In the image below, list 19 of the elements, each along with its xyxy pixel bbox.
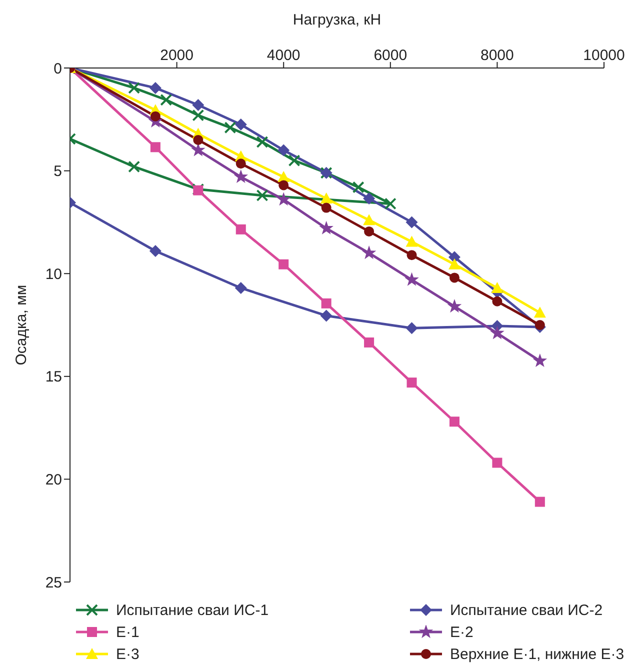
y-tick-label: 15 <box>45 368 62 386</box>
y-tick-label: 25 <box>45 574 62 592</box>
legend-label: Испытание сваи ИС-2 <box>450 602 603 618</box>
legend-label: Верхние Е·1, нижние Е·3 <box>450 646 624 662</box>
x-axis-title: Нагрузка, кН <box>292 12 382 29</box>
y-tick-label: 5 <box>54 163 62 180</box>
legend-label: Е·2 <box>450 624 474 640</box>
legend-label: Е·1 <box>116 624 140 640</box>
x-tick-label: 6000 <box>374 47 408 64</box>
x-tick-label: 2000 <box>160 47 194 64</box>
y-tick-label: 0 <box>54 60 62 78</box>
x-tick-label: 8000 <box>480 47 514 64</box>
legend-label: Испытание сваи ИС-1 <box>116 602 269 618</box>
y-tick-label: 20 <box>45 472 62 489</box>
x-tick-label: 4000 <box>266 47 300 64</box>
y-tick-label: 10 <box>45 266 62 283</box>
legend-label: Е·3 <box>116 646 140 662</box>
y-axis-title: Осадка, мм <box>12 284 30 366</box>
x-tick-label: 10000 <box>583 47 625 64</box>
